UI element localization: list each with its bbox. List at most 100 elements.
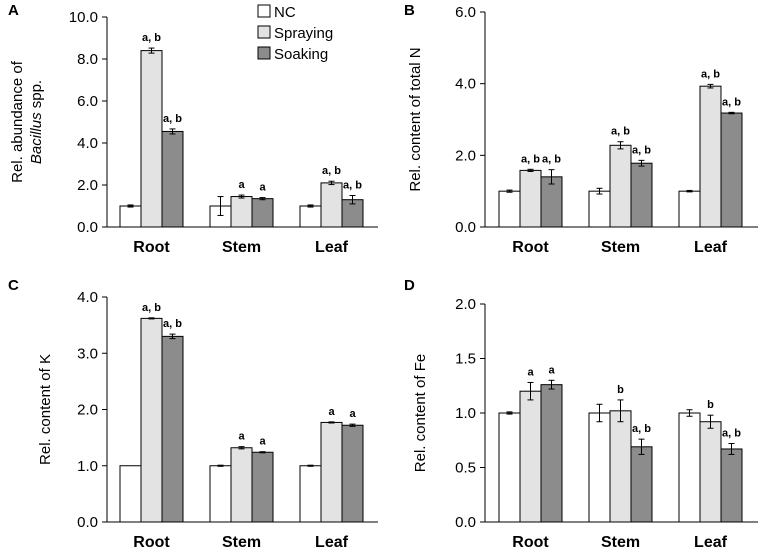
y-axis-label: Rel. abundance of xyxy=(9,60,26,183)
significance-label: a, b xyxy=(163,318,182,330)
significance-label: a, b xyxy=(632,423,651,435)
bar xyxy=(609,144,632,228)
bar xyxy=(498,190,521,228)
legend-label: NC xyxy=(274,4,296,21)
bar xyxy=(630,446,653,523)
panel-A: A 0.0 2.0 4.0 6.0 8.0 10.0 Rel. abundance of Bac… xyxy=(8,2,378,256)
y-tick-label: 3.0 xyxy=(77,345,98,362)
y-tick-label: 6.0 xyxy=(77,93,98,110)
bar xyxy=(540,384,563,523)
significance-label: a xyxy=(259,436,266,448)
legend-swatch xyxy=(257,4,271,18)
y-axis-label-2: Bacillus spp. xyxy=(28,80,45,164)
y-tick-label: 1.5 xyxy=(455,351,476,368)
bar xyxy=(299,205,322,228)
panel-letter: D xyxy=(404,277,415,294)
bar xyxy=(161,130,184,228)
y-tick-label: 2.0 xyxy=(77,177,98,194)
significance-label: a, b xyxy=(142,32,161,44)
y-tick-label: 8.0 xyxy=(77,51,98,68)
bar xyxy=(609,410,632,523)
bar xyxy=(720,448,743,523)
bar xyxy=(209,465,232,523)
significance-label: a, b xyxy=(142,302,161,314)
significance-label: a, b xyxy=(722,96,741,108)
panel-letter: A xyxy=(8,2,19,19)
bar xyxy=(588,190,611,228)
y-axis-label: Rel. content of Fe xyxy=(412,354,429,472)
bar xyxy=(320,182,343,228)
category-label: Leaf xyxy=(694,534,728,551)
bar xyxy=(119,205,142,228)
y-tick-label: 4.0 xyxy=(77,289,98,306)
y-axis-label-italic: Bacillus xyxy=(28,112,45,164)
bar xyxy=(320,421,343,523)
category-label: Leaf xyxy=(694,239,728,256)
significance-label: a xyxy=(238,179,245,191)
category-label: Root xyxy=(512,534,549,551)
category-label: Stem xyxy=(601,534,640,551)
y-tick-label: 1.0 xyxy=(77,458,98,475)
y-tick-label: 0.0 xyxy=(77,514,98,531)
legend-label: Spraying xyxy=(274,25,333,42)
bar xyxy=(341,424,364,523)
significance-label: a, b xyxy=(722,428,741,440)
legend-swatch xyxy=(257,25,271,39)
panel-C: C 0.0 1.0 2.0 3.0 4.0 Rel. content of K a, ba, … xyxy=(8,277,378,551)
significance-label: a, b xyxy=(542,154,561,166)
significance-label: a, b xyxy=(322,165,341,177)
bar xyxy=(678,412,701,523)
bar xyxy=(140,317,163,523)
bar xyxy=(699,85,722,228)
bar xyxy=(519,169,542,228)
significance-label: a, b xyxy=(632,144,651,156)
y-tick-label: 0.0 xyxy=(455,514,476,531)
significance-label: a xyxy=(238,431,245,443)
category-label: Root xyxy=(512,239,549,256)
y-axis-label: Rel. content of K xyxy=(37,354,54,465)
category-label: Root xyxy=(133,239,170,256)
y-tick-label: 0.0 xyxy=(455,219,476,236)
category-label: Stem xyxy=(222,239,261,256)
significance-label: a xyxy=(527,366,534,378)
legend-label: Soaking xyxy=(274,46,328,63)
category-label: Leaf xyxy=(315,239,349,256)
bar xyxy=(119,465,142,523)
significance-label: a xyxy=(349,408,356,420)
y-tick-label: 2.0 xyxy=(77,402,98,419)
y-tick-label: 2.0 xyxy=(455,296,476,313)
bar xyxy=(519,390,542,523)
y-tick-label: 0.0 xyxy=(77,219,98,236)
y-tick-label: 6.0 xyxy=(455,4,476,21)
bar xyxy=(498,412,521,523)
bar xyxy=(720,112,743,228)
y-tick-label: 1.0 xyxy=(455,405,476,422)
legend: NC Spraying Soaking xyxy=(257,4,333,63)
y-tick-label: 4.0 xyxy=(455,76,476,93)
significance-label: a xyxy=(259,182,266,194)
significance-label: b xyxy=(617,384,624,396)
bar xyxy=(588,412,611,523)
category-label: Stem xyxy=(222,534,261,551)
y-axis-label-suffix: spp. xyxy=(28,80,45,113)
significance-label: a, b xyxy=(521,153,540,165)
bar xyxy=(230,196,253,228)
y-tick-label: 0.5 xyxy=(455,460,476,477)
panel-letter: C xyxy=(8,277,19,294)
y-tick-label: 4.0 xyxy=(77,135,98,152)
bar xyxy=(630,162,653,228)
bar xyxy=(251,451,274,523)
category-label: Root xyxy=(133,534,170,551)
y-axis-label: Rel. content of total N xyxy=(407,47,424,191)
bar xyxy=(299,465,322,523)
y-tick-label: 2.0 xyxy=(455,147,476,164)
significance-label: b xyxy=(707,399,714,411)
legend-swatch xyxy=(257,46,271,60)
bar xyxy=(699,421,722,523)
bar xyxy=(140,50,163,228)
significance-label: a xyxy=(548,364,555,376)
significance-label: a, b xyxy=(163,113,182,125)
category-label: Leaf xyxy=(315,534,349,551)
significance-label: a, b xyxy=(701,68,720,80)
